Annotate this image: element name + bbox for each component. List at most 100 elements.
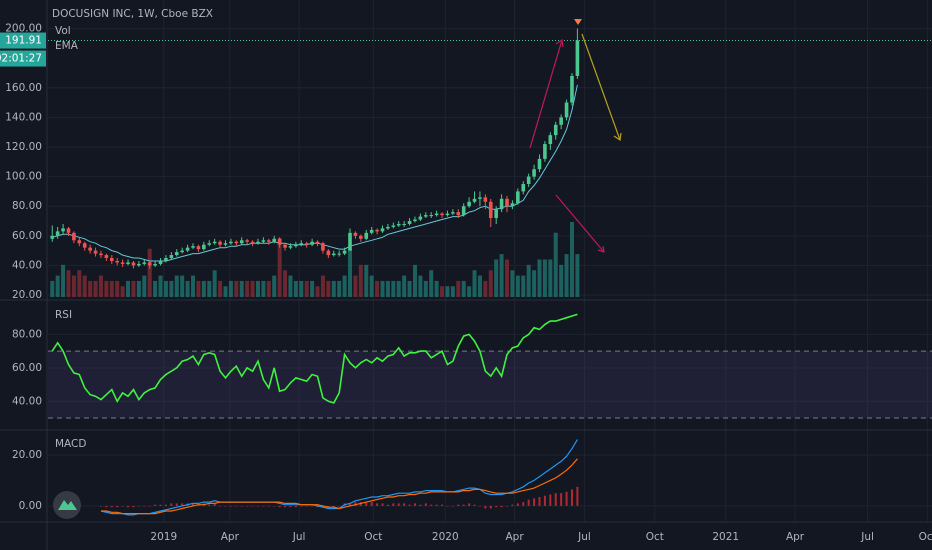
volume-bar bbox=[61, 264, 66, 297]
candle-body bbox=[294, 244, 298, 247]
histogram-bar bbox=[305, 505, 308, 507]
histogram-bar bbox=[240, 505, 243, 507]
volume-bar bbox=[434, 280, 439, 297]
candle-body bbox=[532, 169, 536, 177]
volume-bar bbox=[115, 280, 120, 297]
histogram-bar bbox=[516, 503, 519, 506]
legend-entry: Vol bbox=[55, 25, 71, 37]
candle-body bbox=[180, 250, 184, 253]
histogram-bar bbox=[164, 504, 167, 506]
volume-bar bbox=[456, 280, 461, 297]
candle-body bbox=[158, 260, 163, 264]
y-tick-label: 120.00 bbox=[5, 141, 42, 153]
volume-bar bbox=[331, 280, 336, 297]
volume-bar bbox=[163, 280, 168, 297]
histogram-bar bbox=[560, 493, 563, 506]
y-tick-label: 20.00 bbox=[12, 449, 42, 461]
histogram-bar bbox=[527, 499, 530, 506]
histogram-bar bbox=[413, 503, 416, 506]
candle-body bbox=[369, 229, 374, 233]
volume-bar bbox=[98, 275, 103, 297]
volume-bar bbox=[526, 264, 531, 297]
candle-body bbox=[440, 213, 444, 216]
candle-body bbox=[483, 197, 488, 202]
histogram-bar bbox=[478, 505, 481, 507]
volume-bar bbox=[207, 280, 212, 297]
volume-bar bbox=[396, 280, 401, 297]
histogram-bar bbox=[99, 505, 102, 507]
volume-bar bbox=[326, 280, 331, 297]
candle-body bbox=[50, 235, 55, 239]
histogram-bar bbox=[110, 505, 113, 508]
volume-bar bbox=[147, 248, 152, 297]
volume-bar bbox=[250, 280, 255, 297]
x-tick-label: Oct bbox=[364, 531, 382, 543]
volume-bar bbox=[50, 280, 55, 297]
candle-body bbox=[499, 198, 504, 210]
candle-body bbox=[283, 244, 287, 248]
high-marker bbox=[574, 19, 582, 25]
candle-body bbox=[72, 232, 76, 241]
x-tick-label: Jul bbox=[577, 531, 591, 543]
histogram-bar bbox=[435, 504, 438, 506]
histogram-bar bbox=[462, 504, 465, 506]
volume-bar bbox=[66, 270, 71, 297]
candle-body bbox=[191, 246, 195, 248]
volume-bar bbox=[542, 259, 547, 297]
histogram-bar bbox=[506, 505, 509, 507]
histogram-bar bbox=[489, 505, 492, 509]
histogram-bar bbox=[359, 502, 362, 506]
candle-body bbox=[272, 238, 277, 242]
volume-bar bbox=[82, 275, 87, 297]
histogram-bar bbox=[267, 505, 270, 507]
histogram-bar bbox=[354, 502, 357, 506]
candle-body bbox=[559, 117, 563, 125]
volume-bar bbox=[494, 259, 499, 297]
x-tick-label: Jul bbox=[860, 531, 874, 543]
y-tick-label: 60.00 bbox=[12, 362, 42, 374]
candle-body bbox=[375, 229, 379, 232]
x-tick-label: Apr bbox=[221, 531, 240, 543]
volume-bar bbox=[412, 264, 417, 297]
arrow-head bbox=[555, 38, 564, 48]
candle-body bbox=[537, 158, 542, 170]
volume-bar bbox=[299, 280, 304, 297]
histogram-bar bbox=[213, 503, 216, 506]
volume-bar bbox=[369, 275, 374, 297]
candle-body bbox=[55, 231, 60, 236]
volume-bar bbox=[548, 259, 553, 297]
histogram-bar bbox=[159, 504, 162, 506]
histogram-bar bbox=[349, 503, 352, 506]
candle-body bbox=[277, 238, 282, 245]
volume-bar bbox=[131, 280, 136, 297]
x-tick-label: Apr bbox=[506, 531, 525, 543]
volume-bar bbox=[283, 270, 288, 297]
volume-bar bbox=[483, 280, 488, 297]
volume-bar bbox=[255, 280, 260, 297]
candle-body bbox=[115, 260, 120, 263]
x-tick-label: Oct bbox=[646, 531, 664, 543]
volume-bar bbox=[564, 254, 569, 297]
volume-bar bbox=[223, 286, 228, 297]
candle-body bbox=[461, 206, 466, 216]
volume-bar bbox=[358, 264, 363, 297]
candle-body bbox=[185, 247, 190, 251]
volume-bar bbox=[88, 280, 93, 297]
candle-body bbox=[77, 240, 82, 244]
volume-bar bbox=[510, 270, 515, 297]
candle-body bbox=[104, 255, 109, 259]
histogram-bar bbox=[316, 505, 319, 508]
candle-body bbox=[429, 215, 434, 217]
arrow-down bbox=[555, 194, 605, 253]
volume-bar bbox=[304, 280, 309, 297]
histogram-bar bbox=[430, 504, 433, 506]
volume-bar bbox=[261, 280, 266, 297]
candle-body bbox=[472, 198, 477, 202]
candle-body bbox=[521, 184, 526, 192]
candle-body bbox=[564, 102, 569, 118]
candle-body bbox=[99, 253, 103, 256]
candle-body bbox=[66, 228, 71, 233]
candle-body bbox=[164, 258, 168, 261]
histogram-bar bbox=[246, 505, 249, 507]
